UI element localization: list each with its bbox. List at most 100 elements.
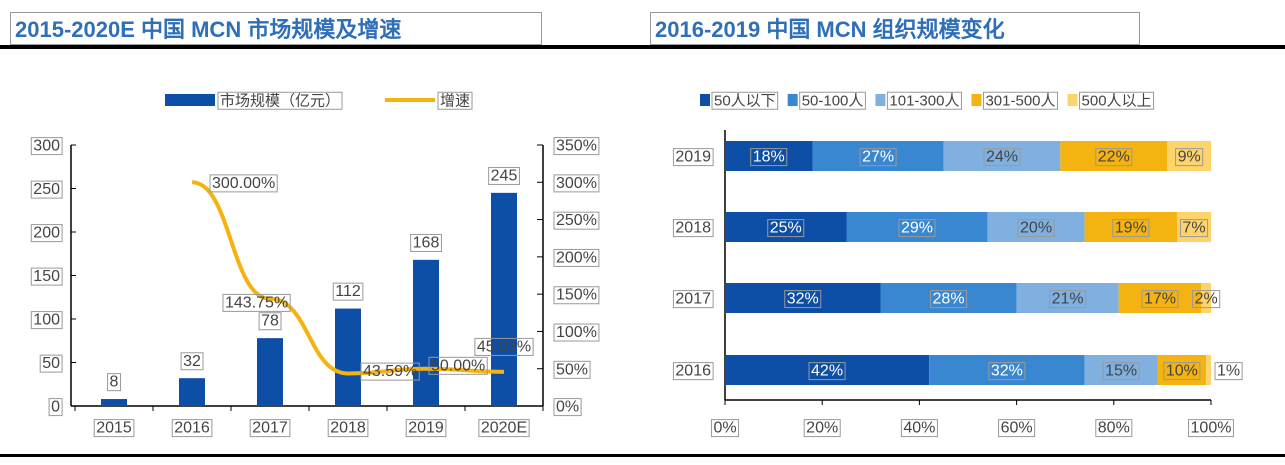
legend-swatch-3 (971, 94, 982, 106)
segment-label: 24% (986, 149, 1018, 166)
segment-label: 9% (1178, 149, 1201, 166)
segment-label-box (930, 290, 968, 309)
segment-label-box (1095, 148, 1133, 167)
x-tick-label: 2017 (252, 420, 288, 437)
left-tick-label: 200 (33, 225, 60, 242)
bar-2020E (491, 192, 517, 406)
right-tick-label: 300% (556, 175, 597, 192)
left-chart-title: 2015-2020E 中国 MCN 市场规模及增速 (10, 12, 542, 45)
segment-label-box (983, 148, 1021, 167)
segment-label-box (859, 148, 897, 167)
r-category-label: 2016 (675, 363, 711, 380)
x-tick-label-box (405, 419, 447, 438)
x-tick-label: 2020E (481, 420, 527, 437)
legend-swatch-0 (700, 94, 710, 106)
bar-2016 (179, 378, 205, 406)
legend-bar-label-box (217, 91, 343, 110)
r-x-tick-label-box (710, 419, 740, 438)
x-tick-label: 2015 (96, 420, 132, 437)
bar-label: 8 (110, 374, 119, 391)
segment-label-box (1175, 148, 1204, 167)
r-category-label-box (672, 219, 714, 238)
x-tick-label-box (478, 419, 530, 438)
legend-label: 301-500人 (985, 92, 1055, 109)
segment-label: 27% (862, 149, 894, 166)
r-category-label: 2018 (675, 220, 711, 237)
bar-label-box (107, 373, 122, 392)
legend-swatch-2 (875, 94, 886, 106)
legend-bar-label: 市场规模（亿元） (220, 92, 340, 109)
r-x-tick-label-box (1188, 419, 1234, 438)
legend-swatch-4 (1067, 94, 1078, 106)
right-tick-label-box (553, 137, 600, 156)
segment-label: 1% (1217, 363, 1240, 380)
legend-line-label: 增速 (440, 92, 470, 109)
bar-label: 168 (413, 234, 440, 251)
legend-bar-swatch (165, 94, 215, 106)
r-category-label: 2017 (675, 291, 711, 308)
segment-label-box (808, 362, 846, 381)
r-x-tick-label: 20% (806, 420, 838, 437)
line-label-box (222, 293, 291, 312)
right-tick-label-box (553, 360, 591, 379)
segment-label: 19% (1115, 220, 1147, 237)
legend-label: 50-100人 (802, 92, 864, 109)
segment-label-box (1112, 219, 1150, 238)
bar-label: 112 (335, 283, 361, 300)
growth-line (191, 180, 505, 376)
right-tick-label: 200% (556, 249, 597, 266)
r-category-label-box (672, 148, 714, 167)
left-tick-label: 50 (42, 355, 60, 372)
segment-label: 29% (901, 220, 933, 237)
r-x-tick-label: 80% (1098, 420, 1130, 437)
segment-label-box (767, 219, 805, 238)
r-x-tick-label-box (1095, 419, 1133, 438)
segment-2017-500人以上 (1201, 283, 1211, 313)
bar-label-box (258, 312, 282, 331)
segment-label: 7% (1182, 220, 1205, 237)
right-chart-title: 2016-2019 中国 MCN 组织规模变化 (650, 12, 1140, 45)
segment-label-box (750, 148, 788, 167)
r-x-tick-label: 40% (903, 420, 935, 437)
segment-label-box (1179, 219, 1209, 238)
left-tick-label: 100 (33, 312, 60, 329)
legend-line-label-box (437, 91, 473, 110)
legend-label-box (1079, 91, 1155, 110)
legend-label-box (982, 91, 1059, 110)
segment-label: 21% (1052, 291, 1084, 308)
right-tick-label: 0% (556, 399, 579, 416)
legend-swatch-1 (787, 94, 798, 106)
segment-label-box (784, 290, 822, 309)
right-tick-label: 100% (556, 324, 597, 341)
x-tick-label: 2016 (174, 420, 210, 437)
bar-label-box (488, 166, 520, 185)
segment-label-box (1163, 362, 1201, 381)
bar-2018 (335, 308, 361, 406)
segment-label: 28% (933, 291, 965, 308)
line-label-box (360, 362, 420, 381)
segment-label: 10% (1166, 363, 1198, 380)
left-tick-label: 250 (33, 181, 60, 198)
line-label: 50.00% (431, 357, 485, 374)
left-tick-label: 150 (33, 268, 60, 285)
segment-label: 2% (1195, 291, 1218, 308)
segment-2016-500人以上 (1206, 355, 1211, 385)
bar-label-box (332, 282, 364, 301)
segment-label: 32% (787, 291, 819, 308)
segment-label-box (988, 362, 1026, 381)
x-tick-label-box (171, 419, 213, 438)
right-tick-label-box (553, 286, 600, 305)
right-tick-label: 150% (556, 287, 597, 304)
left-tick-label-box (30, 267, 63, 286)
segment-label: 42% (811, 363, 843, 380)
right-tick-label-box (553, 248, 600, 267)
segment-label: 32% (991, 363, 1023, 380)
r-x-tick-label-box (900, 419, 938, 438)
left-tick-label: 0 (51, 399, 60, 416)
segment-label-box (1141, 290, 1179, 309)
r-x-tick-label: 100% (1191, 420, 1232, 437)
x-tick-label: 2019 (408, 420, 444, 437)
legend-label-box (711, 91, 779, 110)
right-tick-label-box (553, 323, 600, 342)
x-tick-label: 2018 (330, 420, 366, 437)
